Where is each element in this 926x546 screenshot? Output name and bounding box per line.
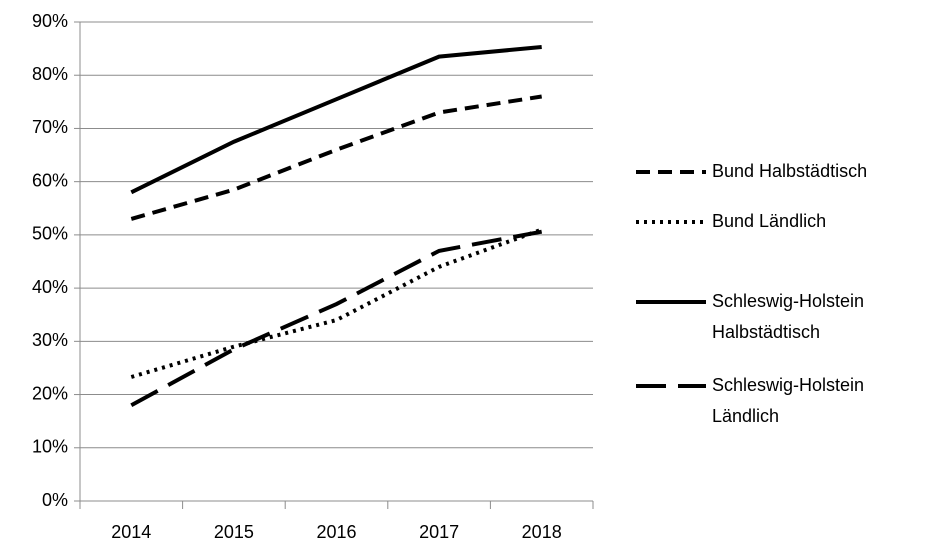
- legend-label: Schleswig-Holstein Halbstädtisch: [712, 291, 865, 342]
- y-tick-label: 70%: [32, 117, 68, 137]
- y-tick-label: 0%: [42, 490, 68, 510]
- y-tick-label: 10%: [32, 437, 68, 457]
- x-tick-label: 2015: [214, 522, 254, 542]
- x-tick-label: 2014: [111, 522, 151, 542]
- x-tick-label: 2018: [522, 522, 562, 542]
- y-tick-label: 30%: [32, 330, 68, 350]
- series-line: [130, 229, 543, 407]
- legend-label: Bund Halbstädtisch: [712, 161, 868, 181]
- x-tick-label: 2016: [316, 522, 356, 542]
- y-tick-label: 80%: [32, 64, 68, 84]
- y-tick-label: 60%: [32, 170, 68, 190]
- series-line: [130, 94, 543, 221]
- y-tick-label: 20%: [32, 383, 68, 403]
- x-tick-label: 2017: [419, 522, 459, 542]
- y-tick-label: 90%: [32, 11, 68, 31]
- legend-label: Bund Ländlich: [712, 211, 827, 231]
- legend-label: Schleswig-Holstein Ländlich: [712, 375, 865, 426]
- y-tick-label: 50%: [32, 224, 68, 244]
- y-tick-label: 40%: [32, 277, 68, 297]
- series-line: [130, 45, 542, 195]
